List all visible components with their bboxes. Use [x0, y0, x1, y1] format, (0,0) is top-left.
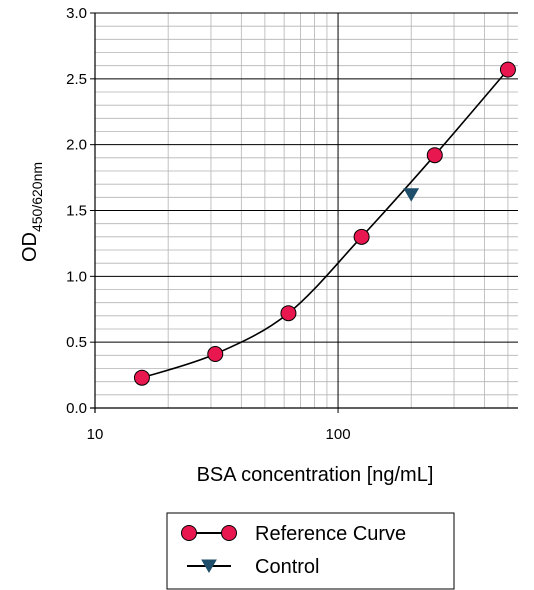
- y-tick-label: 1.0: [66, 268, 87, 285]
- x-tick-label: 10: [87, 426, 104, 443]
- control-point: [403, 188, 420, 202]
- legend-marker-control: [201, 559, 217, 573]
- reference-point: [499, 61, 516, 78]
- legend-item-control: Control: [187, 556, 319, 578]
- legend-label-control: Control: [255, 556, 319, 578]
- y-axis-label: OD450/620nm: [19, 162, 45, 262]
- markers: [133, 61, 516, 386]
- reference-point: [280, 305, 297, 322]
- grid: [95, 12, 518, 409]
- y-axis-label-sub: 450/620nm: [29, 162, 45, 232]
- y-tick-label: 0.0: [66, 400, 87, 417]
- y-tick-label: 3.0: [66, 5, 87, 22]
- reference-point: [207, 346, 224, 363]
- x-axis-label: BSA concentration [ng/mL]: [197, 464, 434, 486]
- x-tick-label: 100: [326, 426, 351, 443]
- legend-marker-reference-right: [221, 525, 237, 541]
- y-axis-label-main: OD: [19, 232, 41, 262]
- legend-label-reference-curve: Reference Curve: [255, 523, 406, 545]
- legend-box: [166, 512, 455, 590]
- y-tick-label: 2.5: [66, 71, 87, 88]
- legend-item-reference-curve: Reference Curve: [181, 523, 406, 545]
- tick-labels: 0.0 0.5 1.0 1.5 2.0 2.5 3.0 10 100: [66, 5, 350, 443]
- y-tick-label: 0.5: [66, 334, 87, 351]
- reference-point: [133, 369, 150, 386]
- legend-marker-reference-left: [181, 525, 197, 541]
- y-tick-label: 2.0: [66, 137, 87, 154]
- y-tick-label: 1.5: [66, 203, 87, 220]
- reference-point: [353, 228, 370, 245]
- axes: [90, 12, 518, 413]
- reference-point: [426, 147, 443, 164]
- legend: Reference Curve Control: [166, 512, 455, 590]
